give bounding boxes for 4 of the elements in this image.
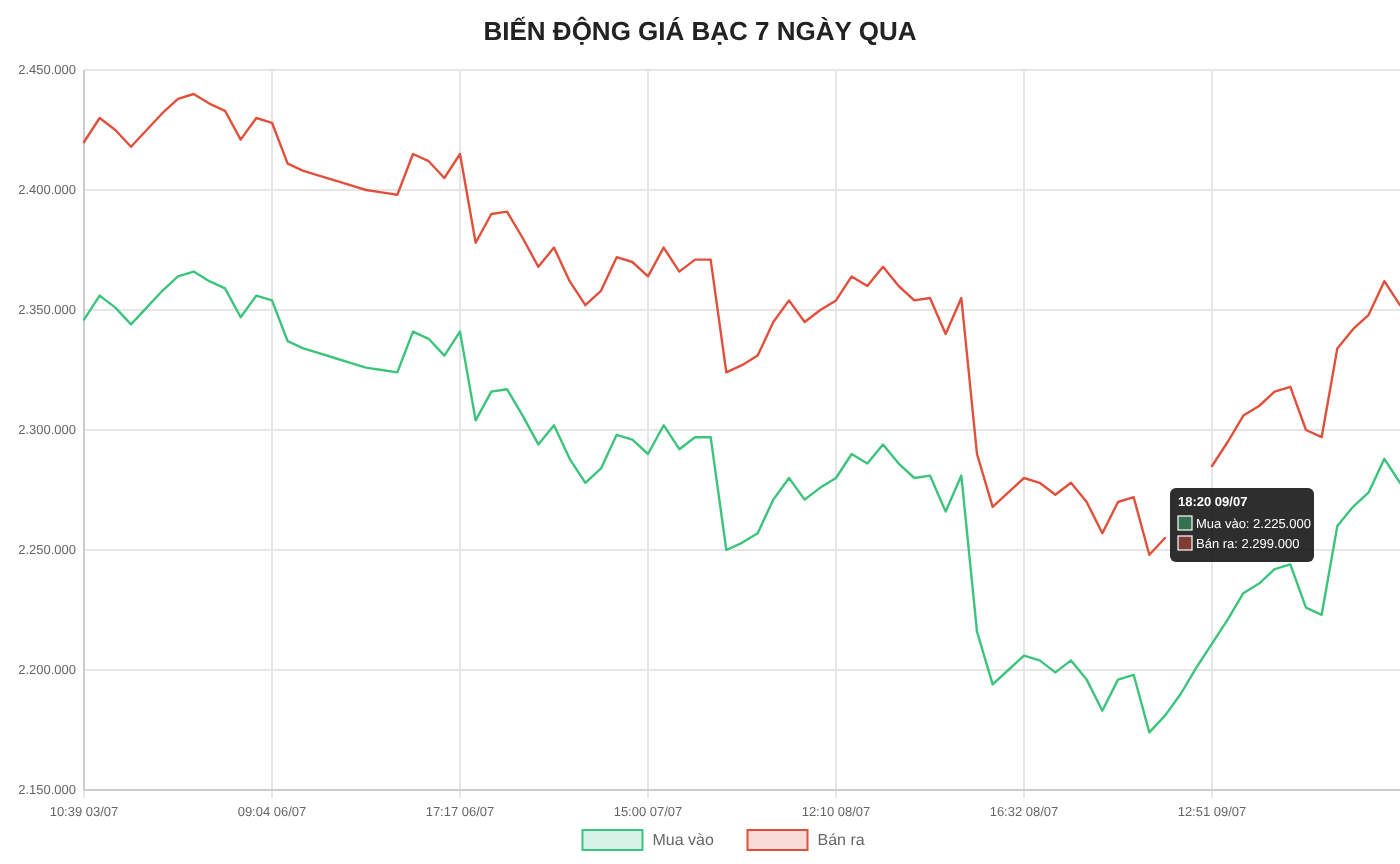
legend-label: Mua vào (652, 831, 715, 850)
line-series (82, 270, 1400, 734)
chart-title: BIẾN ĐỘNG GIÁ BẠC 7 NGÀY QUA (483, 16, 918, 46)
legend-label: Bán ra (817, 831, 866, 850)
